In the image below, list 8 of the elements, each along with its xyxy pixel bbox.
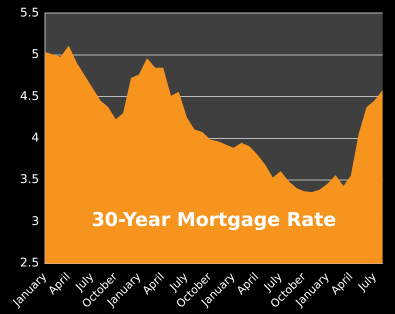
y-tick-label: 2.5	[20, 256, 40, 270]
text: 30-Year Mortgage Rate	[92, 208, 336, 231]
y-tick-label: 5.5	[20, 5, 40, 20]
y-tick-label: 4.5	[20, 88, 40, 103]
y-tick-label: 5	[31, 47, 40, 62]
y-tick-label: 4	[31, 130, 40, 144]
y-tick-label: 3.5	[20, 172, 40, 186]
y-tick-label: 3	[31, 214, 40, 228]
